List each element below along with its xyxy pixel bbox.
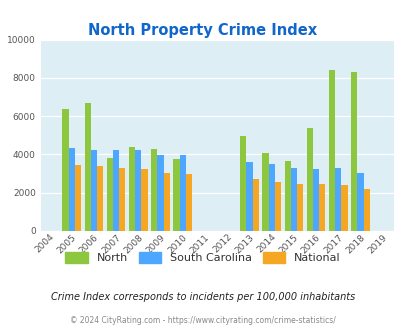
Bar [179, 155, 185, 231]
Bar [328, 70, 335, 231]
Bar [246, 162, 252, 231]
Bar [312, 169, 318, 231]
Bar [284, 161, 290, 231]
Bar [363, 189, 369, 231]
Bar [350, 72, 356, 231]
Bar [252, 179, 258, 231]
Bar [341, 185, 347, 231]
Bar [68, 148, 75, 231]
Bar [356, 173, 363, 231]
Bar [135, 150, 141, 231]
Bar [129, 147, 135, 231]
Bar [185, 174, 192, 231]
Bar [113, 150, 119, 231]
Bar [151, 149, 157, 231]
Bar [173, 159, 179, 231]
Bar [97, 166, 103, 231]
Bar [306, 128, 312, 231]
Bar [62, 110, 68, 231]
Text: North Property Crime Index: North Property Crime Index [88, 23, 317, 38]
Bar [75, 165, 81, 231]
Legend: North, South Carolina, National: North, South Carolina, National [62, 249, 343, 267]
Bar [107, 158, 113, 231]
Bar [274, 182, 280, 231]
Bar [119, 168, 125, 231]
Bar [84, 103, 91, 231]
Bar [141, 169, 147, 231]
Bar [91, 150, 97, 231]
Text: Crime Index corresponds to incidents per 100,000 inhabitants: Crime Index corresponds to incidents per… [51, 292, 354, 302]
Bar [163, 173, 169, 231]
Bar [290, 168, 296, 231]
Bar [157, 155, 163, 231]
Text: © 2024 CityRating.com - https://www.cityrating.com/crime-statistics/: © 2024 CityRating.com - https://www.city… [70, 316, 335, 325]
Bar [262, 153, 268, 231]
Bar [318, 184, 324, 231]
Bar [239, 136, 246, 231]
Bar [268, 164, 274, 231]
Bar [335, 168, 341, 231]
Bar [296, 184, 303, 231]
